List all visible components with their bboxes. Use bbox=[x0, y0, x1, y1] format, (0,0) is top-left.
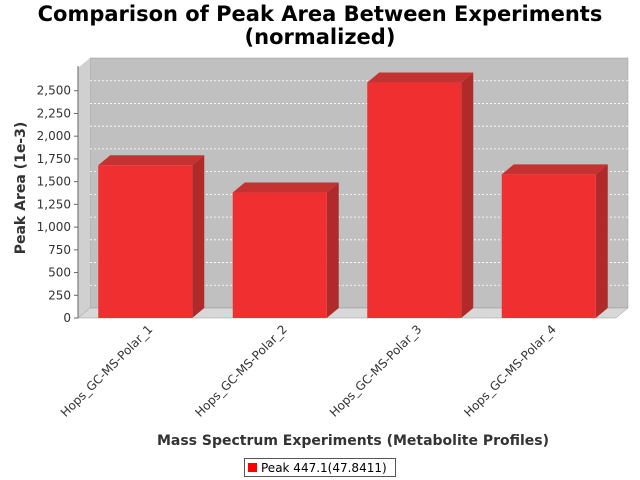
x-tick-label: Hops_GC-MS-Polar_3 bbox=[327, 322, 425, 420]
y-tick-label: 1,500 bbox=[37, 175, 71, 189]
legend-swatch bbox=[248, 463, 257, 472]
bar-side bbox=[192, 155, 205, 318]
y-tick-label: 1,750 bbox=[37, 152, 71, 166]
bar-top bbox=[98, 155, 205, 166]
x-tick-label: Hops_GC-MS-Polar_2 bbox=[192, 322, 290, 420]
x-axis-label: Mass Spectrum Experiments (Metabolite Pr… bbox=[157, 433, 549, 449]
y-tick-label: 1,250 bbox=[37, 197, 71, 211]
legend-label: Peak 447.1(47.8411) bbox=[261, 460, 387, 475]
bar-side bbox=[595, 164, 608, 318]
y-tick-label: 0 bbox=[63, 311, 71, 325]
bar-top bbox=[232, 182, 339, 193]
bar-side bbox=[461, 72, 474, 318]
bar bbox=[367, 82, 462, 318]
bar-top bbox=[367, 72, 474, 83]
x-tick-label: Hops_GC-MS-Polar_4 bbox=[461, 322, 559, 420]
bar bbox=[232, 192, 327, 318]
y-tick-label: 750 bbox=[48, 243, 71, 257]
bar-top bbox=[501, 164, 608, 175]
y-tick-label: 2,250 bbox=[37, 106, 71, 120]
y-tick-label: 2,500 bbox=[37, 84, 71, 98]
y-tick-label: 250 bbox=[48, 288, 71, 302]
x-tick-label: Hops_GC-MS-Polar_1 bbox=[58, 322, 156, 420]
bar bbox=[98, 165, 193, 318]
bar bbox=[501, 174, 596, 318]
y-tick-label: 1,000 bbox=[37, 220, 71, 234]
y-tick-label: 500 bbox=[48, 266, 71, 280]
chart-title: Comparison of Peak Area Between Experime… bbox=[37, 2, 603, 26]
bar-side bbox=[326, 182, 339, 318]
chart-subtitle: (normalized) bbox=[244, 25, 396, 49]
legend: Peak 447.1(47.8411) bbox=[244, 458, 396, 477]
y-tick-label: 2,000 bbox=[37, 129, 71, 143]
plot-side-wall bbox=[78, 58, 90, 318]
y-axis-label: Peak Area (1e-3) bbox=[13, 122, 29, 255]
